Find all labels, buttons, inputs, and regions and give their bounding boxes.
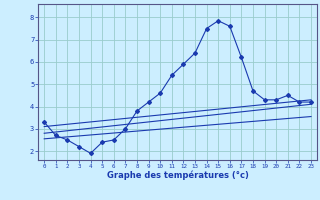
X-axis label: Graphe des températures (°c): Graphe des températures (°c) [107,171,249,180]
